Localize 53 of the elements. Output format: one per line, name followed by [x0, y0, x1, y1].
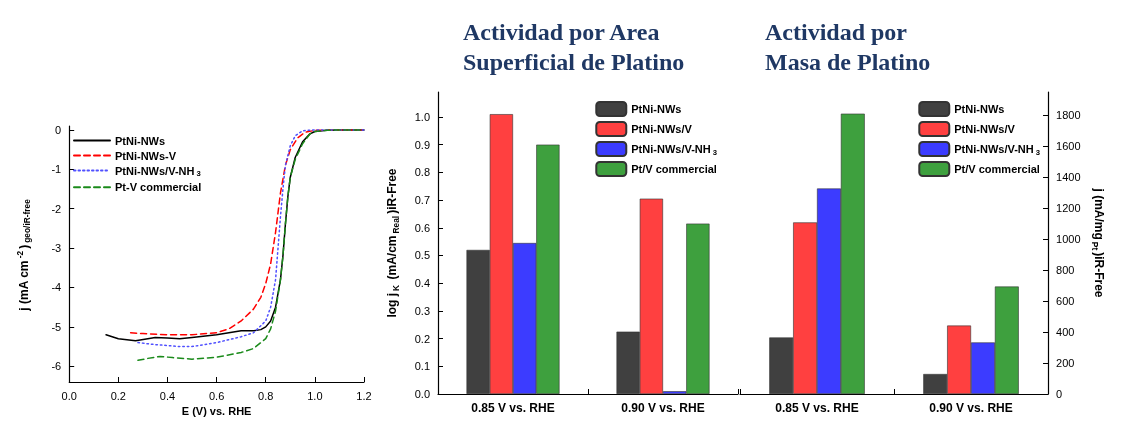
x-tick-label: 0.90 V vs. RHE	[621, 401, 705, 415]
x-axis-title: E (V) vs. RHE	[181, 405, 252, 418]
y-tick-label: -6	[51, 360, 62, 373]
y-tick-label: 0.8	[414, 166, 430, 179]
chart-title: Actividad por Area Superficial de Platino	[463, 19, 685, 75]
y-tick-label: 0.2	[414, 332, 430, 345]
y-tick-label: 1.0	[414, 110, 430, 123]
y-tick-label: -3	[51, 242, 62, 255]
x-tick-label: 0.6	[208, 389, 225, 402]
y-tick-label: 0.6	[414, 221, 430, 234]
legend-label: PtNi-NWs	[115, 134, 166, 147]
y2-tick-label: 1800	[1056, 109, 1081, 122]
y-tick-label: 0.5	[414, 249, 430, 262]
y2-tick-label: 600	[1056, 295, 1075, 308]
legend-label: PtNi-NWs/V	[954, 123, 1016, 135]
x-tick-label: 0.85 V vs. RHE	[471, 401, 555, 415]
y2-tick-label: 1600	[1056, 140, 1081, 153]
legend-label: Pt-V commercial	[115, 181, 202, 194]
y2-tick-label: 1400	[1056, 171, 1081, 184]
y-tick-label: 0.1	[414, 360, 430, 373]
x-tick-label: 0.90 V vs. RHE	[929, 401, 1013, 415]
y2-tick-label: 1200	[1056, 202, 1081, 215]
legend-label: Pt/V commercial	[631, 163, 717, 175]
y-tick-label: -4	[51, 281, 62, 294]
legend-label: PtNi-NWs	[954, 103, 1005, 115]
y2-tick-label: 200	[1056, 357, 1075, 370]
y2-axis-title: j (mA/mgPt)iR-Free	[1090, 187, 1106, 298]
y2-tick-label: 400	[1056, 326, 1075, 339]
y-axis-title: j (mA cm-2)geo/iR-free	[15, 198, 33, 312]
y-tick-label: -2	[51, 202, 62, 215]
legend-label: Pt/V commercial	[954, 163, 1040, 175]
x-tick-label: 0.85 V vs. RHE	[775, 401, 859, 415]
y-tick-label: 0.3	[414, 304, 430, 317]
legend-label: PtNi-NWs	[631, 103, 682, 115]
y-tick-label: 0.7	[414, 194, 430, 207]
y2-tick-label: 800	[1056, 264, 1075, 277]
y-tick-label: 0	[55, 123, 62, 136]
x-tick-label: 0.8	[258, 389, 274, 402]
y2-tick-label: 1000	[1056, 233, 1081, 246]
x-tick-label: 0.0	[61, 389, 77, 402]
y-axis-title: log jK (mA/cmReal)iR-Free	[385, 168, 401, 318]
y2-tick-label: 0	[1056, 388, 1063, 400]
legend-label: PtNi-NWs/V	[631, 123, 693, 135]
y-tick-label: 0.4	[414, 277, 430, 290]
x-tick-label: 1.0	[307, 389, 323, 402]
x-tick-label: 0.2	[110, 389, 126, 402]
chart-title: Actividad por Masa de Platino	[765, 19, 931, 75]
y-tick-label: 0.9	[414, 138, 430, 151]
y-tick-label: -1	[51, 163, 62, 176]
x-tick-label: 0.4	[159, 389, 176, 402]
x-tick-label: 1.2	[356, 389, 372, 402]
legend-label: PtNi-NWs-V	[115, 149, 177, 162]
y-tick-label: -5	[51, 320, 62, 333]
